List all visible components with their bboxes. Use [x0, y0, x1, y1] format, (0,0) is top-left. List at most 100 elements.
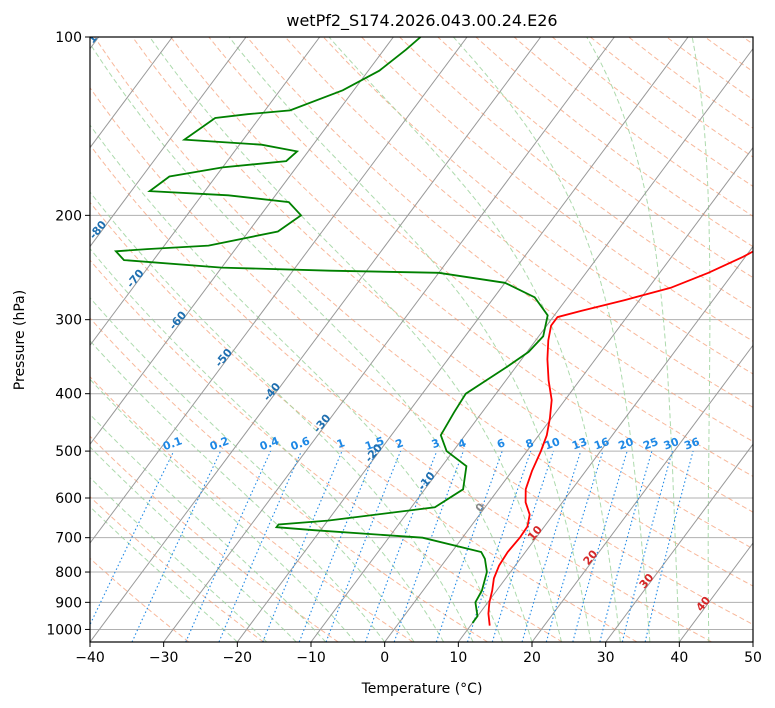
moist-adiabat-line [90, 413, 327, 642]
moist-adiabat-line [149, 37, 562, 642]
isotherm-line [90, 37, 247, 248]
dry-adiabat-line [284, 37, 753, 408]
mixing-ratio-line [572, 450, 628, 642]
moist-adiabat-line [453, 37, 651, 642]
y-tick-label: 400 [55, 387, 82, 403]
moist-adiabat-line [90, 191, 474, 642]
dry-adiabat-line [704, 37, 753, 73]
mixing-ratio-line [491, 450, 555, 642]
moist-adiabat-line [90, 124, 503, 642]
dry-adiabat-line [90, 86, 753, 626]
mixing-ratio-line [393, 450, 464, 642]
isotherm-label: -30 [311, 411, 334, 435]
dry-adiabat-line [90, 259, 563, 642]
x-tick-label: 50 [744, 650, 762, 666]
mixing-ratio-line [599, 450, 653, 642]
mixing-ratio-label: 1.5 [363, 434, 386, 453]
isotherm-line [531, 344, 753, 642]
dry-adiabat-line [90, 317, 488, 642]
isotherm-line [457, 245, 753, 642]
dry-adiabat-line [90, 144, 712, 642]
mixing-ratio-label: 36 [682, 435, 701, 453]
chart-title: wetPf2_S174.2026.043.00.24.E26 [286, 11, 557, 31]
mixing-ratio-label: 8 [524, 436, 536, 451]
x-tick-label: −30 [149, 650, 179, 666]
plot-frame [89, 36, 754, 643]
mixing-ratio-label: 2 [394, 436, 406, 451]
dry-adiabat-line [90, 557, 190, 642]
mixing-ratio-line [131, 450, 222, 642]
y-tick-label: 500 [55, 444, 82, 460]
mixing-ratio-label: 25 [641, 435, 660, 452]
isotherm-label: -90 [59, 156, 82, 180]
dry-adiabat-line [742, 37, 753, 45]
moist-adiabat-line [90, 476, 268, 642]
isotherm-line [605, 443, 753, 642]
mixing-ratio-label: 0.6 [289, 434, 312, 453]
mixing-ratio-line [90, 450, 175, 627]
isotherm-line [236, 37, 689, 642]
isotherm-label: 30 [637, 571, 657, 591]
isotherm-line [90, 37, 394, 446]
mixing-ratio-line [521, 450, 582, 642]
moist-adiabat-line [90, 340, 386, 642]
moist-adiabat-line [228, 37, 592, 642]
y-tick-label: 300 [55, 313, 82, 329]
y-tick-label: 800 [55, 565, 82, 581]
moist-adiabat-line [90, 378, 356, 642]
dry-adiabat-line [246, 37, 753, 443]
mixing-ratio-line [545, 450, 604, 642]
dewpoint-profile-line [113, 37, 549, 624]
isotherm-line [310, 47, 753, 642]
mixing-ratio-label: 3 [430, 436, 442, 451]
moist-adiabat-line [90, 505, 238, 642]
mixing-ratio-label: 30 [662, 435, 681, 453]
mixing-ratio-label: 4 [456, 436, 468, 451]
isotherm-line [90, 37, 173, 149]
x-tick-label: 40 [670, 650, 688, 666]
x-tick-label: −10 [296, 650, 326, 666]
mixing-ratio-label: 1 [335, 436, 347, 451]
x-axis-label: Temperature (°C) [361, 681, 483, 697]
mixing-ratio-label: 0.2 [208, 434, 231, 453]
isotherm-label: -40 [261, 380, 284, 404]
mixing-ratio-line [185, 450, 272, 642]
isotherm-label: 20 [581, 547, 601, 567]
isotherm-label: 40 [693, 594, 713, 614]
isotherm-line [384, 146, 753, 642]
mixing-ratio-label: 6 [495, 436, 507, 451]
isotherm-label: -100 [82, 20, 110, 50]
dry-adiabat-line [90, 495, 264, 642]
isotherm-line [90, 37, 468, 544]
x-tick-label: 30 [597, 650, 615, 666]
y-tick-label: 900 [55, 595, 82, 611]
x-tick-label: −40 [75, 650, 105, 666]
isotherm-line [752, 641, 753, 642]
moist-adiabat-line [90, 296, 415, 642]
y-tick-label: 100 [55, 30, 82, 46]
isotherm-line [90, 37, 321, 347]
mixing-ratio-label: 20 [617, 435, 636, 453]
mixing-ratio-label: 0.1 [161, 434, 184, 453]
x-tick-label: 0 [380, 650, 389, 666]
isotherm-label: 0 [473, 500, 488, 514]
isotherm-label: -10 [415, 469, 438, 493]
isotherm-line [90, 37, 542, 642]
moist-adiabat-line [328, 37, 621, 642]
y-tick-label: 700 [55, 531, 82, 547]
dry-adiabat-line [361, 37, 753, 342]
mixing-ratio-line [644, 450, 694, 642]
dry-adiabat-line [90, 435, 339, 642]
y-axis-label: Pressure (hPa) [12, 290, 28, 390]
x-tick-label: 10 [449, 650, 467, 666]
dry-adiabat-line [437, 37, 753, 279]
dry-adiabat-line [551, 37, 753, 187]
moist-adiabat-line [586, 37, 680, 642]
moist-adiabat-line [90, 446, 297, 642]
mixing-ratio-line [218, 450, 302, 642]
y-tick-label: 600 [55, 491, 82, 507]
dry-adiabat-line [399, 37, 753, 310]
dry-adiabat-line [90, 201, 638, 642]
moist-adiabat-line [90, 42, 533, 642]
